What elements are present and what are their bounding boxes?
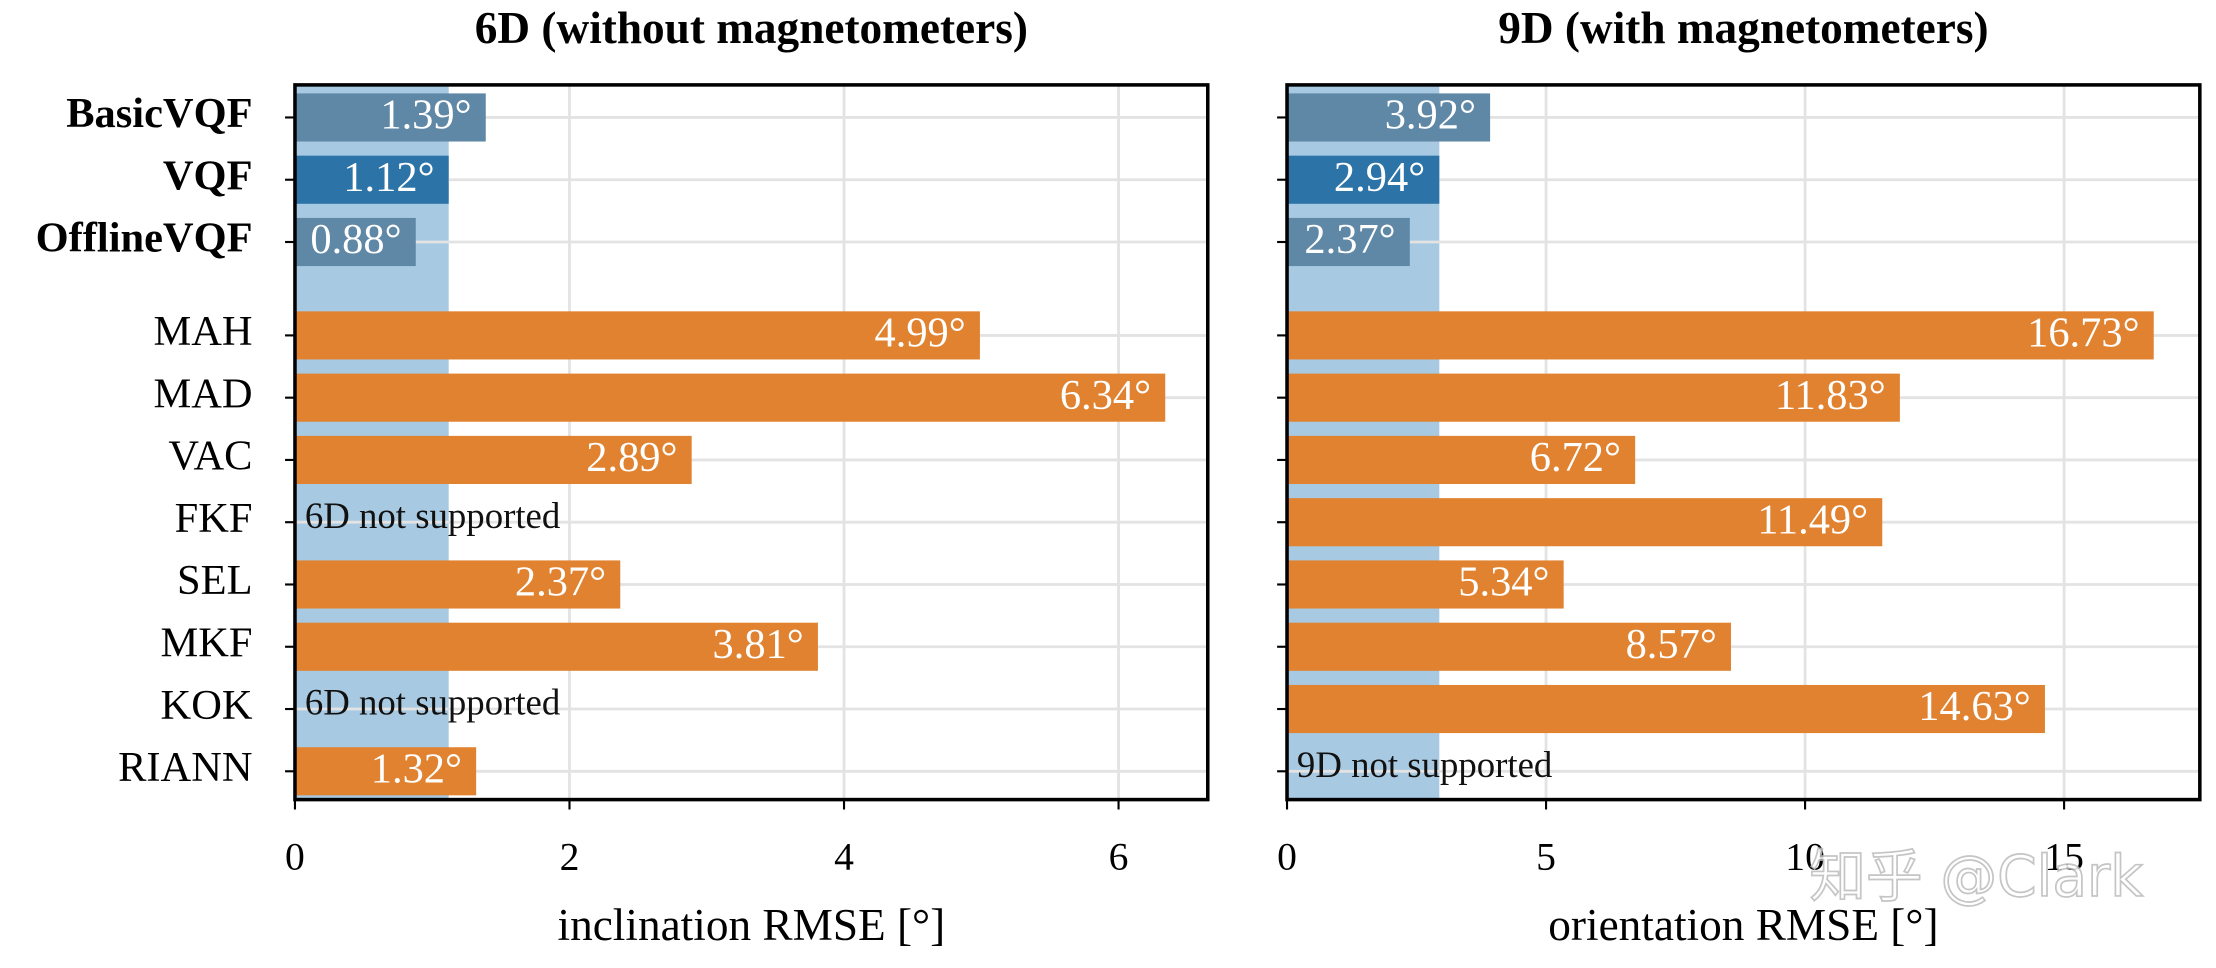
plot-frame (293, 83, 1210, 802)
bar (1287, 373, 1900, 422)
y-tick-label: MKF (161, 619, 253, 666)
value-label: 4.99° (875, 310, 966, 357)
x-axis-label: orientation RMSE [°] (1548, 900, 1938, 950)
bar (294, 93, 486, 142)
bar (1287, 498, 1883, 547)
value-label: 3.92° (1385, 92, 1476, 139)
value-label: 2.37° (1304, 216, 1395, 263)
bar (294, 217, 416, 267)
bar (1287, 311, 2154, 360)
bar (1287, 93, 1491, 142)
bar (294, 747, 477, 796)
bar (294, 560, 621, 609)
chart-title: 6D (without magnetometers) (475, 3, 1028, 53)
value-label: 6D not supported (305, 682, 560, 723)
y-tick-label: MAD (153, 370, 252, 417)
value-label: 1.39° (380, 92, 471, 139)
y-tick-label: MAH (153, 308, 252, 355)
bar (1287, 155, 1440, 204)
bar (1287, 684, 2045, 734)
bar (294, 435, 692, 484)
y-tick-label: VQF (163, 152, 253, 199)
value-label: 2.89° (586, 434, 677, 481)
x-tick-label: 5 (1536, 835, 1556, 879)
y-tick-label: FKF (175, 495, 253, 542)
y-tick-label: VAC (168, 433, 252, 480)
bar (294, 622, 818, 671)
watermark: 知乎 @Clark (1809, 844, 2143, 910)
x-tick-label: 10 (1785, 835, 1825, 879)
plot-frame (1285, 83, 2202, 802)
x-tick-label: 0 (1277, 835, 1297, 879)
x-tick-label: 15 (2044, 835, 2084, 879)
panel: 6D (without magnetometers) BasicVQF 1.39° V… (36, 3, 1210, 950)
y-tick-label: OfflineVQF (36, 215, 253, 262)
value-label: 2.94° (1334, 154, 1425, 201)
bar (1287, 560, 1564, 609)
value-label: 6.34° (1060, 372, 1151, 419)
bar (294, 155, 449, 204)
value-label: 16.73° (2027, 310, 2139, 357)
value-label: 9D not supported (1297, 744, 1552, 785)
x-tick-label: 0 (285, 835, 305, 879)
y-tick-label: BasicVQF (66, 90, 252, 137)
value-label: 14.63° (1918, 683, 2030, 730)
value-label: 5.34° (1458, 559, 1549, 606)
bar (1287, 435, 1636, 484)
value-label: 6D not supported (305, 495, 560, 536)
y-tick-label: SEL (177, 557, 252, 604)
panel: 9D (with magnetometers) 3.92° 2.94° 2.37° 16… (1277, 3, 2202, 950)
value-label: 11.49° (1757, 496, 1868, 543)
bar (1287, 622, 1731, 671)
value-label: 0.88° (310, 216, 401, 263)
x-tick-label: 6 (1109, 835, 1129, 879)
value-label: 8.57° (1626, 621, 1717, 668)
value-label: 6.72° (1530, 434, 1621, 481)
bar (1287, 217, 1410, 267)
bar (294, 311, 980, 360)
bar (294, 373, 1166, 422)
x-tick-label: 4 (834, 835, 854, 879)
x-tick-label: 2 (560, 835, 580, 879)
value-label: 11.83° (1775, 372, 1886, 419)
y-tick-label: RIANN (118, 744, 252, 791)
x-axis-label: inclination RMSE [°] (557, 900, 945, 950)
value-label: 1.12° (343, 154, 434, 201)
y-tick-label: KOK (161, 682, 253, 729)
value-label: 2.37° (515, 559, 606, 606)
chart-title: 9D (with magnetometers) (1498, 3, 1988, 53)
value-label: 1.32° (371, 745, 462, 792)
value-label: 3.81° (713, 621, 804, 668)
